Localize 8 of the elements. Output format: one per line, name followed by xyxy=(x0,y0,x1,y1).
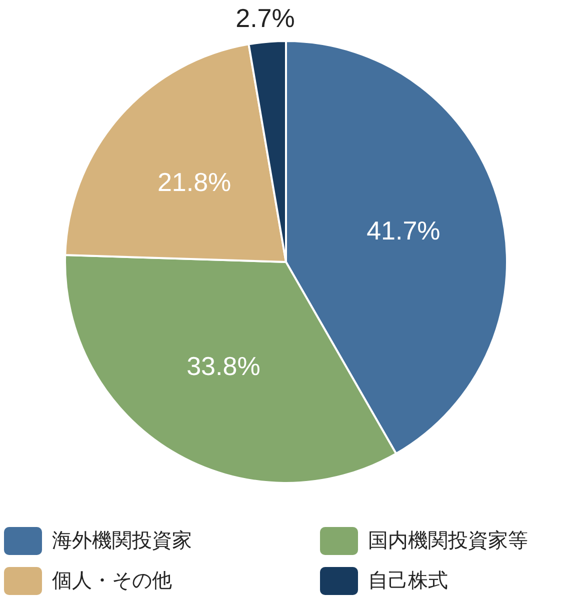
data-label: 21.8% xyxy=(157,167,232,198)
data-label: 2.7% xyxy=(236,2,295,33)
legend-label: 国内機関投資家等 xyxy=(368,530,528,552)
data-label: 33.8% xyxy=(186,351,260,382)
legend-label: 自己株式 xyxy=(368,570,448,592)
data-label: 41.7% xyxy=(366,216,440,246)
legend-label: 個人・その他 xyxy=(52,570,172,592)
legend-label: 海外機関投資家 xyxy=(52,530,192,552)
